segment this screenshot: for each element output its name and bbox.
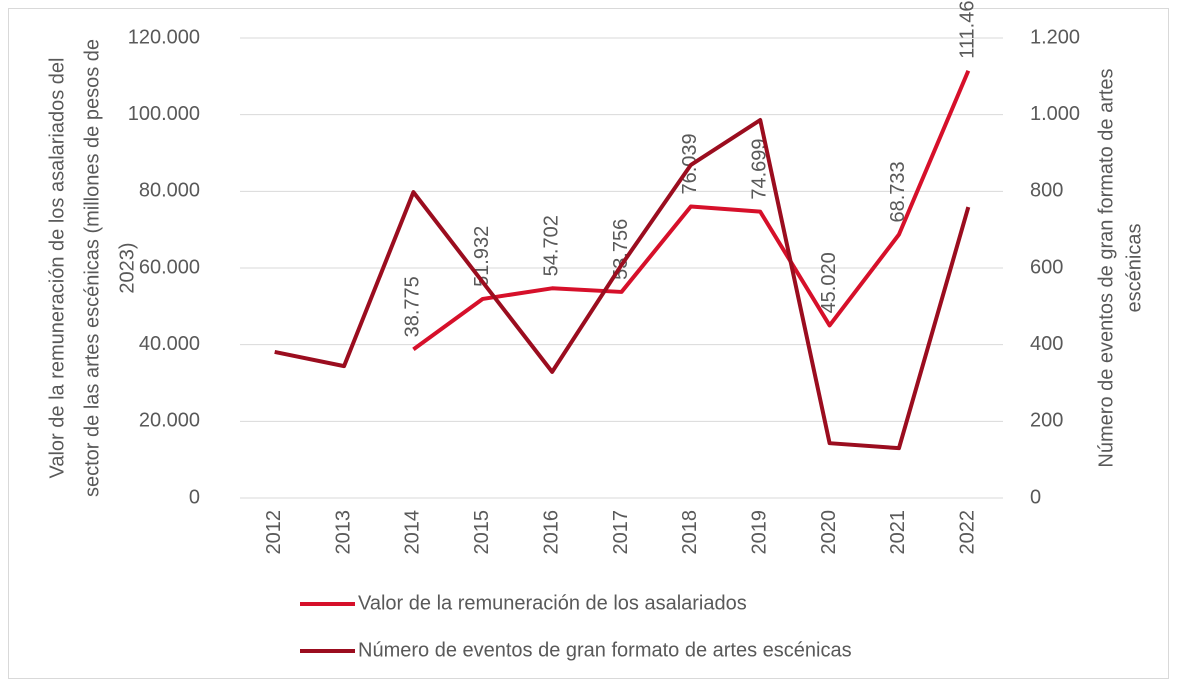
series-line <box>412 69 971 351</box>
x-tick-label: 2020 <box>818 510 840 555</box>
y-tick-label: 100.000 <box>128 103 200 125</box>
y-tick-label: 20.000 <box>139 410 200 432</box>
x-tick-label: 2016 <box>540 510 562 555</box>
y-tick-label: 0 <box>189 486 200 508</box>
y-tick-label: 120.000 <box>128 26 200 48</box>
x-tick-label: 2018 <box>679 510 701 555</box>
y-axis-title: Valor de la remuneración de los asalaria… <box>46 58 68 479</box>
y2-tick-label: 1.000 <box>1030 103 1080 125</box>
y2-tick-label: 1.200 <box>1030 26 1080 48</box>
data-label: 53.756 <box>610 219 632 280</box>
y-tick-label: 80.000 <box>139 180 200 202</box>
data-label: 54.702 <box>540 215 562 276</box>
data-label: 68.733 <box>887 161 909 222</box>
x-tick-label: 2014 <box>402 510 424 555</box>
data-label: 51.932 <box>471 226 493 287</box>
x-tick-label: 2022 <box>957 510 979 555</box>
y-axis-title: sector de las artes escénicas (millones … <box>81 39 103 497</box>
y2-tick-label: 400 <box>1030 333 1063 355</box>
x-tick-label: 2021 <box>887 510 909 555</box>
legend-label: Número de eventos de gran formato de art… <box>358 639 852 661</box>
y2-tick-label: 200 <box>1030 410 1063 432</box>
y-axis-title: 2023) <box>116 242 138 293</box>
x-tick-label: 2019 <box>749 510 771 555</box>
x-tick-label: 2012 <box>263 510 285 555</box>
data-label: 38.775 <box>402 276 424 337</box>
x-tick-label: 2015 <box>471 510 493 555</box>
y-tick-label: 40.000 <box>139 333 200 355</box>
y2-tick-label: 800 <box>1030 180 1063 202</box>
y2-axis-title: Número de eventos de gran formato de art… <box>1095 68 1117 467</box>
data-label: 111.464 <box>957 0 979 59</box>
x-tick-label: 2013 <box>332 510 354 555</box>
legend-label: Valor de la remuneración de los asalaria… <box>358 592 747 614</box>
data-label: 45.020 <box>818 252 840 313</box>
y-tick-label: 60.000 <box>139 256 200 278</box>
data-label: 74.699 <box>749 138 771 199</box>
y2-tick-label: 0 <box>1030 486 1041 508</box>
y2-axis-title: escénicas <box>1123 224 1145 313</box>
y2-tick-label: 600 <box>1030 256 1063 278</box>
x-tick-label: 2017 <box>610 510 632 555</box>
series-line <box>274 118 971 451</box>
